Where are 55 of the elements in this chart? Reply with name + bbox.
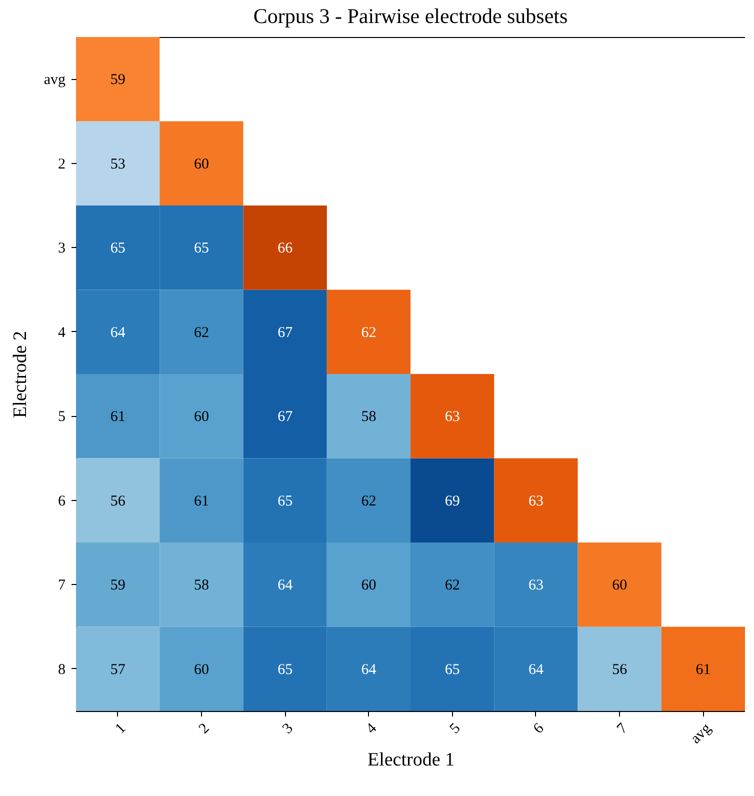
y-axis-title: Electrode 2 — [10, 330, 31, 418]
data-label: 60 — [612, 578, 628, 594]
data-label: 63 — [528, 578, 544, 594]
data-label: 62 — [194, 324, 209, 341]
data-label: 65 — [278, 662, 293, 678]
data-label: 65 — [444, 662, 460, 678]
data-label: 65 — [278, 493, 293, 510]
y-tick-label: 8 — [58, 662, 66, 678]
data-label: 53 — [110, 156, 126, 172]
x-tick-label: 1 — [112, 720, 130, 738]
data-label: 58 — [361, 409, 376, 426]
data-label: 64 — [528, 662, 544, 678]
data-label: 60 — [361, 578, 376, 594]
data-label: 64 — [278, 578, 294, 594]
data-label: 69 — [444, 493, 460, 510]
x-tick-label: 2 — [196, 720, 213, 738]
y-tick-label: 5 — [58, 409, 66, 426]
data-label: 59 — [110, 578, 126, 594]
data-label: 65 — [110, 240, 126, 257]
x-tick-label: 6 — [530, 720, 548, 738]
data-label: 59 — [110, 72, 126, 88]
y-tick-label: 3 — [58, 240, 66, 257]
y-tick-label: avg — [44, 72, 66, 88]
data-label: 64 — [110, 324, 126, 341]
x-tick-label: 3 — [280, 720, 296, 738]
x-tick-label: avg — [688, 720, 715, 748]
x-tick-label: 4 — [363, 720, 380, 738]
data-label: 61 — [194, 493, 209, 510]
data-label: 60 — [194, 662, 209, 678]
data-label: 63 — [528, 493, 544, 510]
data-label: 65 — [194, 240, 209, 257]
chart-title: Corpus 3 - Pairwise electrode subsets — [253, 4, 568, 28]
data-label: 61 — [110, 409, 126, 426]
data-label: 62 — [361, 324, 376, 341]
data-label: 56 — [110, 493, 126, 510]
data-label: 67 — [278, 409, 294, 426]
y-tick-label: 2 — [58, 156, 66, 172]
x-tick-label: 7 — [614, 720, 632, 738]
data-label: 62 — [361, 493, 376, 510]
y-tick-label: 4 — [58, 324, 66, 341]
data-label: 61 — [696, 662, 711, 678]
data-label: 62 — [444, 578, 460, 594]
data-label: 57 — [110, 662, 126, 678]
x-tick-label: 5 — [447, 720, 464, 738]
data-label: 63 — [444, 409, 460, 426]
y-tick-label: 6 — [58, 493, 66, 510]
data-label: 67 — [278, 324, 294, 341]
data-label: 64 — [361, 662, 377, 678]
data-label: 56 — [612, 662, 628, 678]
data-label: 58 — [194, 578, 209, 594]
y-tick-label: 7 — [58, 578, 66, 594]
data-label: 60 — [194, 409, 209, 426]
x-axis-title: Electrode 1 — [367, 749, 455, 770]
data-label: 60 — [194, 156, 209, 172]
data-label: 66 — [278, 240, 294, 257]
